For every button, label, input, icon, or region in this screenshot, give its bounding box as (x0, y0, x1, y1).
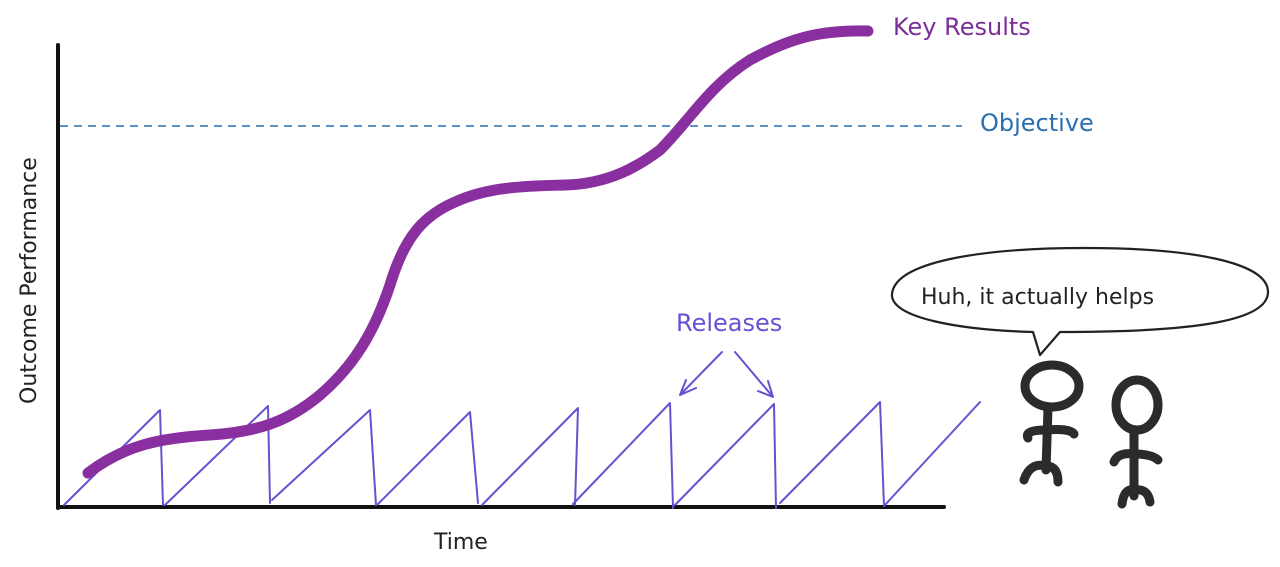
stick-figure-head (1020, 360, 1084, 412)
arrow-icon (734, 351, 774, 398)
release-cycle (779, 401, 885, 507)
release-cycle (481, 407, 579, 506)
releases-sawtooth (63, 401, 981, 509)
release-cycle (377, 411, 479, 505)
stick-figure-body (1041, 403, 1053, 475)
stick-figure-icon (1109, 375, 1163, 509)
stick-figure-icon (1019, 360, 1084, 487)
releases-label: Releases (676, 309, 782, 337)
stick-figure-legs (1117, 485, 1155, 509)
release-cycle (883, 401, 981, 507)
x-axis-label: Time (433, 530, 488, 555)
stick-figure-arms (1022, 425, 1079, 443)
key-results-curve (82, 25, 874, 479)
speech-bubble-icon (890, 246, 1270, 357)
axes (56, 43, 946, 510)
arrow-icon (679, 351, 723, 396)
stick-figure-legs (1019, 460, 1063, 487)
releases-arrows (679, 351, 774, 398)
release-cycle (674, 403, 777, 509)
objective-label: Objective (980, 109, 1094, 137)
release-cycle (271, 409, 377, 506)
y-axis-label: Outcome Performance (17, 157, 42, 404)
release-cycle (572, 402, 674, 509)
speech-bubble-text: Huh, it actually helps (921, 285, 1154, 310)
stick-figure-head (1111, 375, 1163, 435)
key-results-label: Key Results (893, 13, 1031, 41)
release-cycle (164, 405, 271, 506)
stick-figure-arms (1109, 449, 1163, 467)
